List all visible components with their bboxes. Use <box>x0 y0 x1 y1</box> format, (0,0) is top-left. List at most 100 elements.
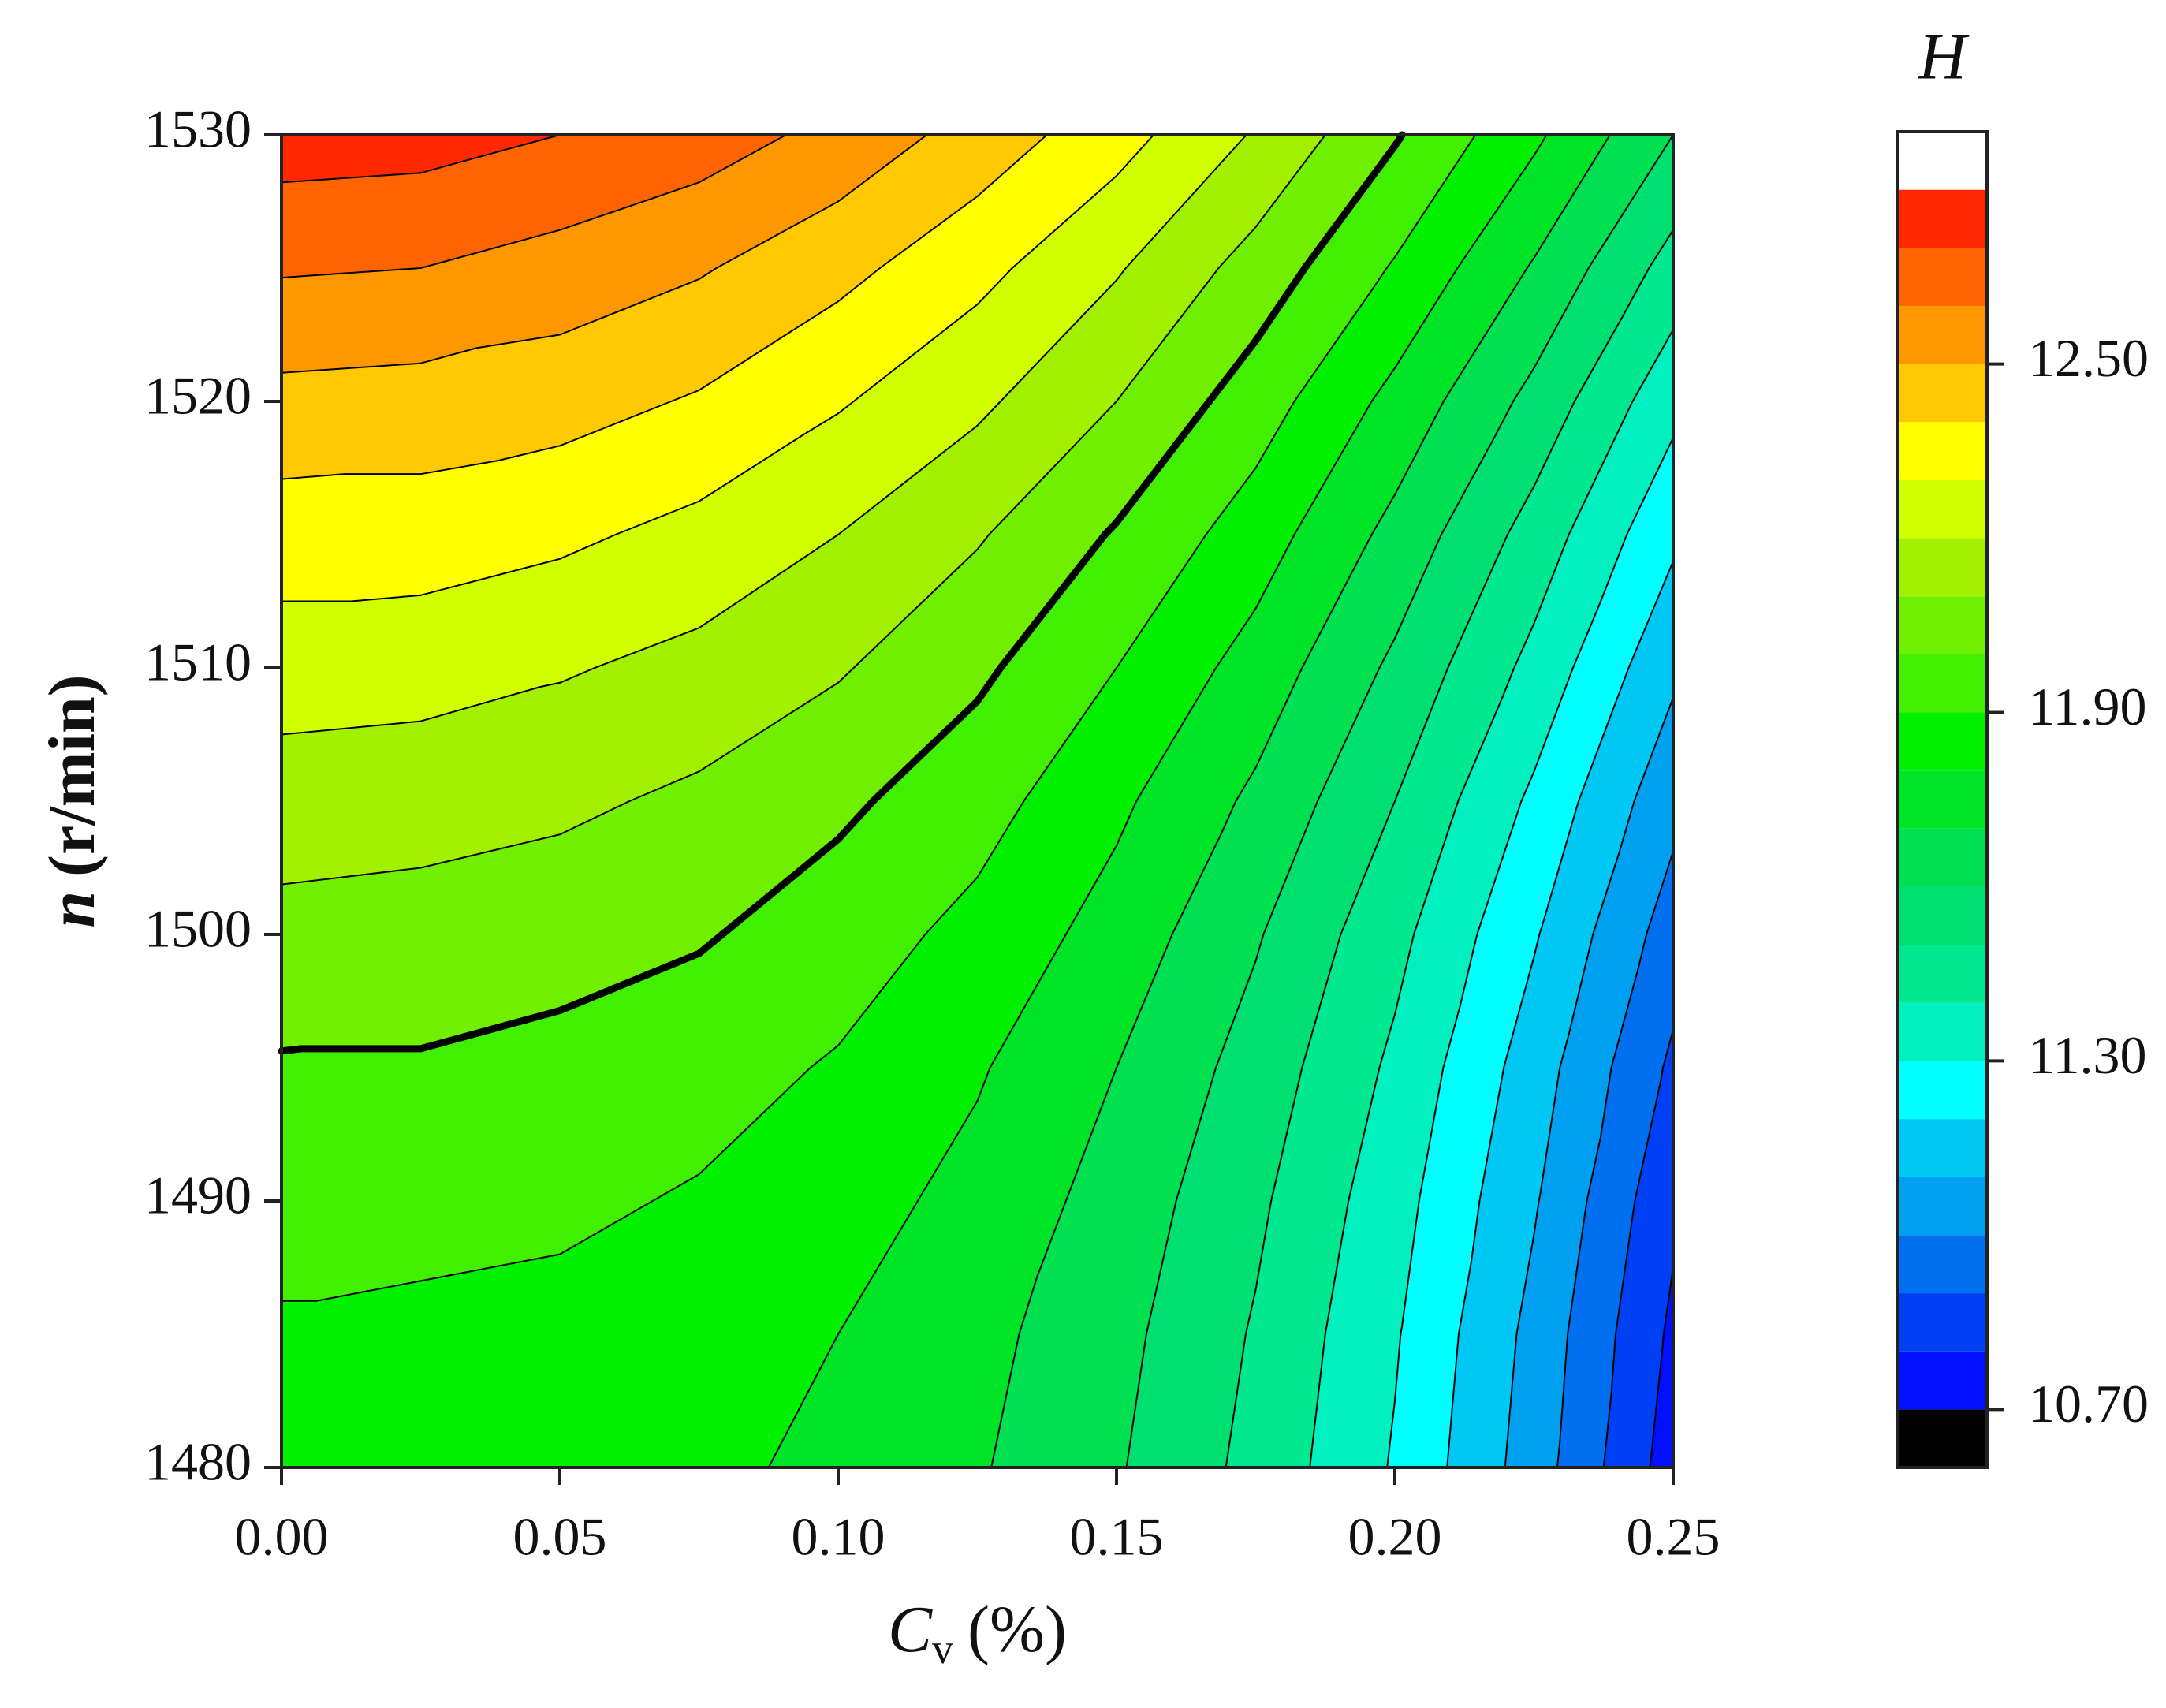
x-label-unit: (%) <box>967 1593 1067 1666</box>
contour-line <box>621 181 700 210</box>
contour-line <box>974 664 1005 705</box>
contour-line <box>1514 1333 1518 1354</box>
contour-line <box>852 548 979 669</box>
contour-line <box>1270 1180 1277 1202</box>
contour-line <box>419 845 515 869</box>
contour-line <box>1442 1004 1462 1068</box>
contour-line <box>1568 472 1599 535</box>
contour-line <box>350 594 422 602</box>
contour-line <box>1440 440 1493 535</box>
contour-line <box>559 534 617 560</box>
contour-line <box>1442 284 1518 402</box>
contour-line <box>1447 578 1489 669</box>
contour-line <box>1394 401 1445 496</box>
contour-line <box>358 720 422 729</box>
contour-line <box>1217 226 1257 269</box>
contour-line <box>1602 667 1630 736</box>
contour-line <box>1533 401 1575 487</box>
contour-line <box>315 1280 422 1302</box>
contour-line <box>281 267 422 279</box>
contour-line <box>1018 1276 1038 1335</box>
contour-line <box>1400 1326 1403 1335</box>
contour-line <box>1610 1333 1616 1395</box>
contour-line <box>1559 1033 1570 1068</box>
contour-line <box>1011 175 1117 269</box>
contour-line <box>1418 1172 1426 1202</box>
contour-line <box>976 134 1048 197</box>
contour-lines <box>278 131 1674 1468</box>
contour-line <box>698 534 839 629</box>
contour-line <box>1301 578 1350 669</box>
contour-line <box>1587 134 1674 269</box>
contour-line <box>1205 467 1257 535</box>
contour-line <box>1220 800 1237 836</box>
contour-line <box>559 800 631 836</box>
contour-line <box>1154 1200 1177 1299</box>
contour-fill <box>281 134 1674 1468</box>
contour-line <box>1586 1136 1601 1202</box>
contour-line <box>1386 1400 1396 1468</box>
contour-line <box>809 1044 839 1068</box>
contour-line <box>1116 934 1173 1068</box>
contour-line <box>1478 1102 1499 1202</box>
contour-line <box>916 1100 979 1202</box>
contour-line <box>1293 450 1344 535</box>
colorbar-tick-label: 11.30 <box>2028 1025 2146 1085</box>
contour-line <box>1125 1455 1129 1468</box>
contour-line <box>594 627 700 669</box>
contour-line <box>1318 934 1342 1007</box>
contour-line <box>419 347 478 364</box>
contour-line <box>1457 698 1503 802</box>
contour-line <box>1127 1333 1147 1457</box>
contour-line <box>281 175 379 184</box>
contour-line <box>377 172 422 177</box>
contour-line <box>837 424 979 535</box>
contour-line <box>976 401 1001 427</box>
contour-line <box>1064 845 1117 935</box>
y-tick-label: 1530 <box>144 99 252 159</box>
x-tick-label: 0.00 <box>235 1507 329 1567</box>
plot-frame <box>280 133 1675 1469</box>
contour-line <box>556 964 668 1015</box>
contour-line <box>990 1449 996 1468</box>
contour-line <box>1124 200 1187 269</box>
colorbar-band <box>1898 189 1987 248</box>
contour-line <box>1254 134 1326 228</box>
contour-line <box>1225 1344 1245 1468</box>
contour-line <box>1315 1333 1326 1411</box>
contour-line <box>1366 667 1381 696</box>
contour-line <box>1206 337 1259 405</box>
contour-line <box>1274 1067 1303 1183</box>
colorbar-title: H <box>1918 20 1970 93</box>
contour-line <box>1161 667 1217 758</box>
contour-line <box>489 1253 561 1269</box>
contour-line <box>1539 1067 1561 1196</box>
contour-line <box>281 370 315 374</box>
colorbar-band <box>1898 538 1987 597</box>
x-tick-label: 0.15 <box>1070 1507 1164 1567</box>
contour-line <box>1533 667 1574 773</box>
contour-line <box>1301 142 1399 272</box>
contour-line <box>1262 921 1269 935</box>
contour-line <box>1422 800 1460 909</box>
contour-line <box>715 200 839 269</box>
contour-line <box>698 434 804 502</box>
contour-line <box>1400 1200 1420 1329</box>
contour-line <box>1497 1067 1505 1104</box>
contour-line <box>419 460 499 475</box>
contour-line <box>698 267 718 281</box>
contour-line <box>1533 134 1548 156</box>
contour-line <box>837 667 855 684</box>
y-tick-label: 1500 <box>144 899 252 959</box>
colorbar-band <box>1898 1119 1987 1177</box>
colorbar-band <box>1898 654 1987 713</box>
contour-line <box>791 681 839 714</box>
contour-line <box>976 267 1013 306</box>
contour-line <box>1254 534 1295 610</box>
contour-line <box>1394 934 1415 1016</box>
contour-line <box>312 362 422 371</box>
contour-line <box>802 412 839 436</box>
colorbar-frame <box>1896 130 1989 1469</box>
contour-line <box>1309 1408 1318 1468</box>
contour-line <box>614 500 700 535</box>
